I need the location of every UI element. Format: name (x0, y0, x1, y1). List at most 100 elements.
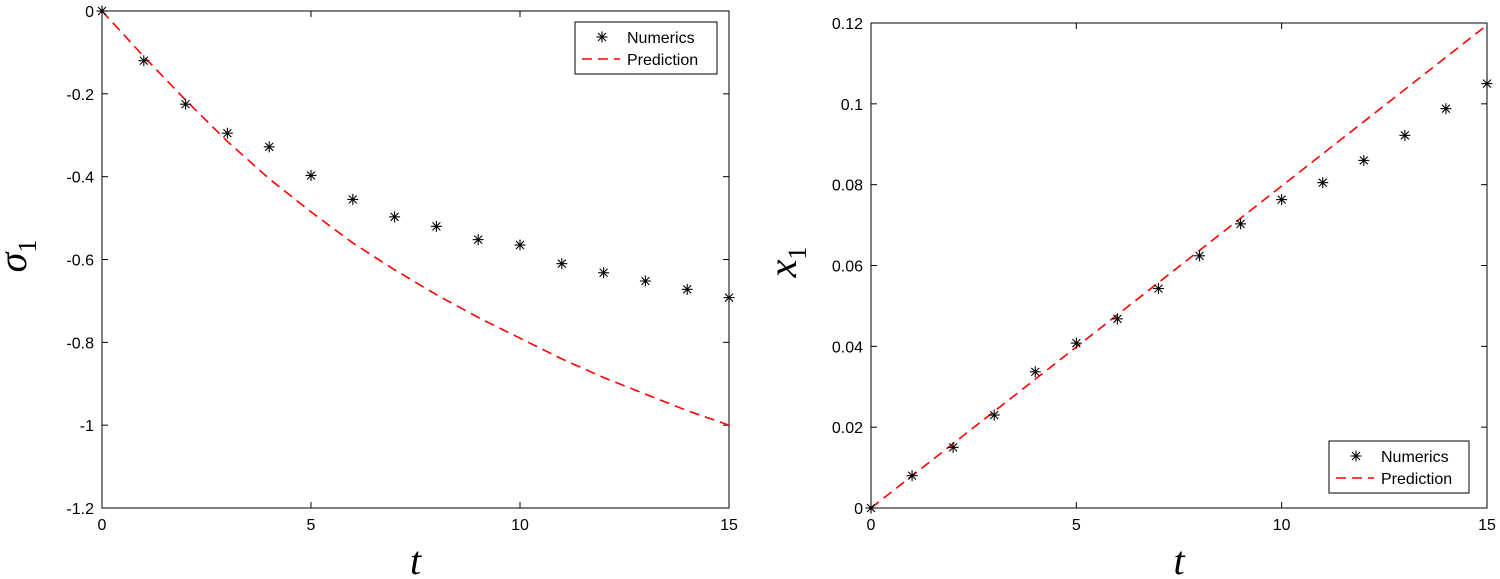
numerics-point (1235, 218, 1247, 230)
numerics-point (906, 470, 918, 482)
legend-numerics-label: Numerics (1381, 449, 1449, 466)
x-tick-label: 5 (307, 517, 316, 534)
asterisk-stroke (1236, 219, 1245, 229)
numerics-point (988, 409, 1000, 421)
legend-prediction-label: Prediction (627, 52, 698, 69)
asterisk-stroke (306, 171, 316, 180)
numerics-point (138, 55, 150, 67)
y-tick-label: 0.12 (832, 16, 863, 33)
asterisk-stroke (139, 56, 149, 66)
x-tick-label: 15 (720, 517, 738, 534)
asterisk-stroke (1441, 104, 1451, 114)
numerics-point (681, 283, 693, 295)
asterisk-stroke (97, 6, 107, 16)
asterisk-stroke (1277, 195, 1287, 204)
asterisk-stroke (348, 195, 358, 204)
numerics-point (1440, 103, 1452, 115)
asterisk-stroke (1482, 79, 1492, 88)
asterisk-stroke (1113, 314, 1122, 324)
x-tick-label: 10 (511, 517, 529, 534)
x-tick-label: 10 (1273, 517, 1291, 534)
y-axis-label: x1 (760, 247, 812, 279)
asterisk-stroke (1359, 156, 1369, 165)
legend: Numerics Prediction (1328, 440, 1470, 494)
x-axis-label: t (1173, 538, 1185, 579)
y-tick-label: -0.8 (66, 335, 94, 352)
y-tick-label: -0.2 (66, 87, 94, 104)
numerics-point (472, 234, 484, 246)
asterisk-stroke (181, 99, 190, 109)
asterisk-stroke (682, 284, 692, 294)
numerics-point (598, 267, 610, 279)
numerics-point (1111, 313, 1123, 325)
y-tick-label: 0.06 (832, 259, 863, 276)
legend-box (1328, 440, 1470, 494)
numerics-point (96, 5, 108, 17)
numerics-point (1481, 78, 1493, 90)
numerics-point (1399, 129, 1411, 141)
numerics-point (1070, 337, 1082, 349)
asterisk-stroke (1071, 338, 1081, 348)
asterisk-stroke (1318, 178, 1328, 187)
numerics-point (639, 275, 651, 287)
series-prediction-line (102, 11, 729, 426)
asterisk-stroke (1351, 451, 1361, 461)
asterisk-stroke (390, 212, 399, 222)
y-tick-label: -0.6 (66, 253, 94, 270)
asterisk-stroke (264, 142, 274, 152)
legend-prediction-label: Prediction (1381, 471, 1452, 488)
numerics-point (1152, 283, 1164, 295)
legend-box (574, 21, 718, 75)
legend: Numerics Prediction (574, 21, 718, 75)
y-tick-label: 0.08 (832, 178, 863, 195)
y-tick-label: 0 (85, 4, 94, 21)
numerics-point (347, 193, 359, 205)
asterisk-stroke (515, 240, 525, 250)
numerics-point (180, 98, 192, 110)
y-axis-label-main: σ (0, 251, 35, 272)
series-prediction-line (871, 24, 1487, 508)
asterisk-stroke (1400, 131, 1410, 140)
numerics-point (430, 220, 442, 232)
asterisk-stroke (989, 410, 999, 420)
y-tick-label: 0.1 (841, 97, 863, 114)
legend-numerics-label: Numerics (627, 30, 695, 47)
asterisk-stroke (907, 471, 917, 481)
numerics-point (1358, 154, 1370, 166)
x-tick-label: 15 (1478, 517, 1496, 534)
x-tick-label: 0 (98, 517, 107, 534)
asterisk-stroke (223, 128, 232, 138)
asterisk-stroke (432, 222, 441, 231)
numerics-point (556, 258, 568, 270)
chart-2: 0 5 10 15 0 0.02 0.04 0.06 0.08 0.1 0.12 t x1 Numeric… (760, 16, 1496, 579)
x-tick-label: 0 (867, 517, 876, 534)
legend-numerics-marker (1350, 450, 1362, 462)
asterisk-stroke (948, 443, 958, 452)
asterisk-stroke (1030, 367, 1040, 377)
numerics-point (865, 502, 877, 514)
y-axis-label-subscript: 1 (783, 247, 812, 260)
asterisk-stroke (866, 503, 876, 513)
numerics-point (1276, 194, 1288, 206)
legend-numerics-marker (596, 31, 608, 43)
y-axis-label-subscript: 1 (13, 240, 42, 253)
chart-1: 0 5 10 15 0 -0.2 -0.4 -0.6 -0.8 -1 -1.2 t σ1 Numerics… (0, 4, 738, 579)
x-tick-label: 5 (1072, 517, 1081, 534)
y-axis-label: σ1 (0, 240, 42, 273)
numerics-point (221, 127, 233, 139)
numerics-point (1194, 250, 1206, 262)
numerics-point (1029, 366, 1041, 378)
plot-area (871, 24, 1487, 508)
numerics-point (305, 169, 317, 181)
asterisk-stroke (641, 276, 650, 286)
y-tick-label: -1 (80, 418, 94, 435)
plot-area (102, 11, 729, 426)
x-axis-label: t (410, 538, 422, 579)
numerics-point (514, 239, 526, 251)
y-tick-label: 0 (854, 501, 863, 518)
numerics-point (263, 141, 275, 153)
y-tick-label: 0.04 (832, 339, 863, 356)
numerics-point (1317, 177, 1329, 189)
asterisk-stroke (597, 32, 607, 42)
